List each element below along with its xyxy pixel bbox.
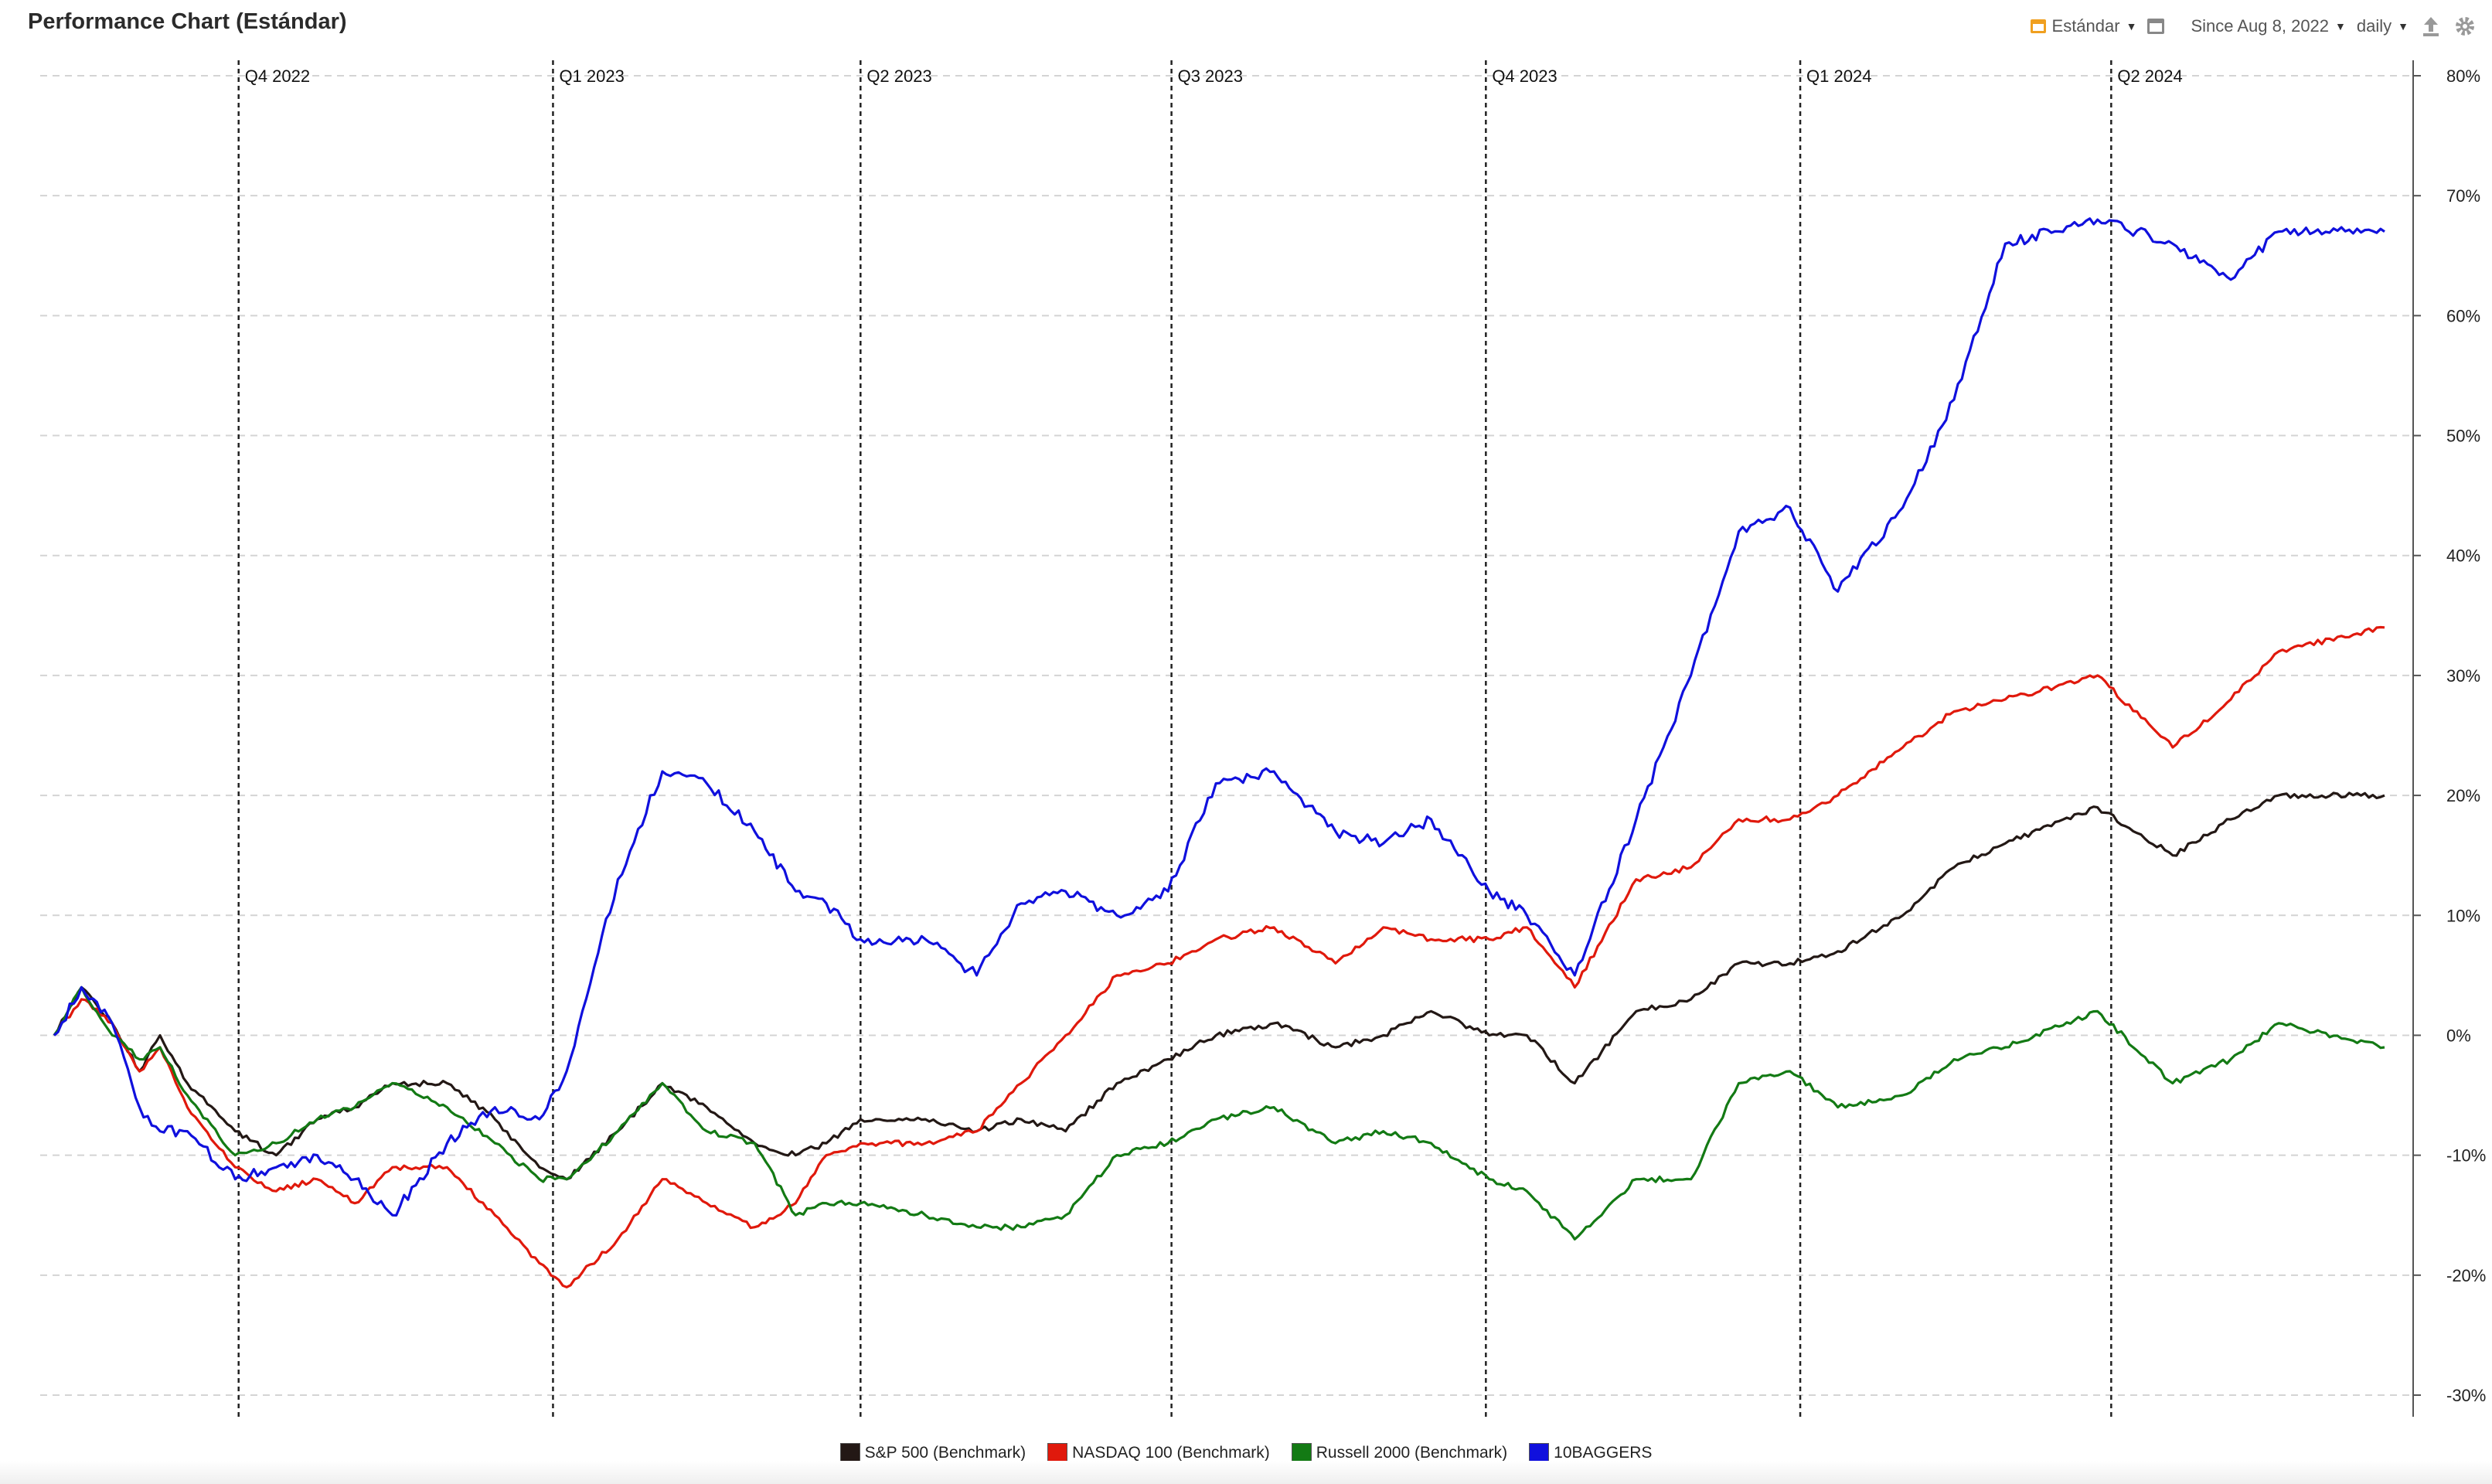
range-selector[interactable]: Since Aug 8, 2022 ▼ xyxy=(2191,16,2345,36)
legend-swatch xyxy=(1529,1443,1550,1463)
layout-icon xyxy=(2030,19,2046,33)
y-tick-label: 10% xyxy=(2446,906,2480,925)
quarter-label: Q1 2024 xyxy=(1806,66,1871,86)
y-tick-label: -30% xyxy=(2446,1386,2486,1405)
y-tick-label: 60% xyxy=(2446,306,2480,325)
legend-item-russell[interactable]: Russell 2000 (Benchmark) xyxy=(1291,1443,1508,1463)
layout-label: Estándar xyxy=(2051,16,2120,36)
bottom-fade xyxy=(0,1461,2492,1484)
chart-header: Performance Chart (Estándar) Estándar ▼ … xyxy=(0,0,2492,46)
y-tick-label: 70% xyxy=(2446,186,2480,206)
range-label: Since Aug 8, 2022 xyxy=(2191,16,2330,36)
interval-label: daily xyxy=(2356,16,2392,36)
grid-lines xyxy=(40,75,2413,1396)
y-tick-label: 0% xyxy=(2446,1026,2471,1045)
quarter-markers: Q4 2022 Q1 2023 Q2 2023 Q3 2023 Q4 2023 Q1 20… xyxy=(237,60,2183,1417)
chart-controls: Estándar ▼ Since Aug 8, 2022 ▼ daily ▼ xyxy=(2030,12,2477,40)
legend-label: 10BAGGERS xyxy=(1554,1444,1653,1462)
popout-button[interactable] xyxy=(2147,19,2180,34)
performance-chart: Q4 2022 Q1 2023 Q2 2023 Q3 2023 Q4 2023 Q1 20… xyxy=(40,60,2486,1417)
y-tick-label: 80% xyxy=(2446,66,2480,86)
y-tick-label: -10% xyxy=(2446,1146,2486,1166)
legend-label: Russell 2000 (Benchmark) xyxy=(1316,1444,1508,1462)
legend-label: NASDAQ 100 (Benchmark) xyxy=(1072,1444,1270,1462)
quarter-label: Q4 2023 xyxy=(1492,66,1557,86)
interval-selector[interactable]: daily ▼ xyxy=(2357,16,2409,36)
gear-icon[interactable] xyxy=(2453,15,2477,38)
chart-title: Performance Chart (Estándar) xyxy=(28,9,347,34)
y-tick-label: -20% xyxy=(2446,1266,2486,1285)
window-icon xyxy=(2147,19,2165,34)
chevron-down-icon: ▼ xyxy=(2335,20,2346,32)
series-line-russell xyxy=(53,985,2385,1241)
y-tick-label: 50% xyxy=(2446,427,2480,446)
legend-item-nasdaq[interactable]: NASDAQ 100 (Benchmark) xyxy=(1047,1443,1270,1463)
y-axis: 80% 70% 60% 50% 40% 30% 20% 10% 0% -10% -20% -30% xyxy=(2412,60,2486,1417)
chevron-down-icon: ▼ xyxy=(2398,20,2409,32)
legend-item-sp500[interactable]: S&P 500 (Benchmark) xyxy=(839,1443,1026,1463)
legend-swatch xyxy=(1291,1443,1312,1463)
export-icon[interactable] xyxy=(2419,15,2443,38)
series-line-sp500 xyxy=(53,791,2385,1181)
series-lines xyxy=(53,217,2385,1288)
y-tick-label: 40% xyxy=(2446,546,2480,566)
chevron-down-icon: ▼ xyxy=(2126,20,2137,32)
quarter-label: Q2 2024 xyxy=(2117,66,2182,86)
quarter-label: Q1 2023 xyxy=(559,66,624,86)
quarter-label: Q4 2022 xyxy=(245,66,310,86)
chart-legend: S&P 500 (Benchmark) NASDAQ 100 (Benchmar… xyxy=(0,1438,2492,1469)
y-tick-label: 30% xyxy=(2446,666,2480,686)
legend-swatch xyxy=(839,1443,860,1463)
quarter-label: Q2 2023 xyxy=(866,66,931,86)
y-tick-label: 20% xyxy=(2446,786,2480,805)
quarter-label: Q3 2023 xyxy=(1178,66,1243,86)
series-line-nasdaq xyxy=(53,625,2385,1288)
legend-label: S&P 500 (Benchmark) xyxy=(864,1444,1026,1462)
legend-item-10baggers[interactable]: 10BAGGERS xyxy=(1529,1443,1652,1463)
series-line-10baggers xyxy=(53,217,2385,1217)
layout-selector[interactable]: Estándar ▼ xyxy=(2030,16,2137,36)
